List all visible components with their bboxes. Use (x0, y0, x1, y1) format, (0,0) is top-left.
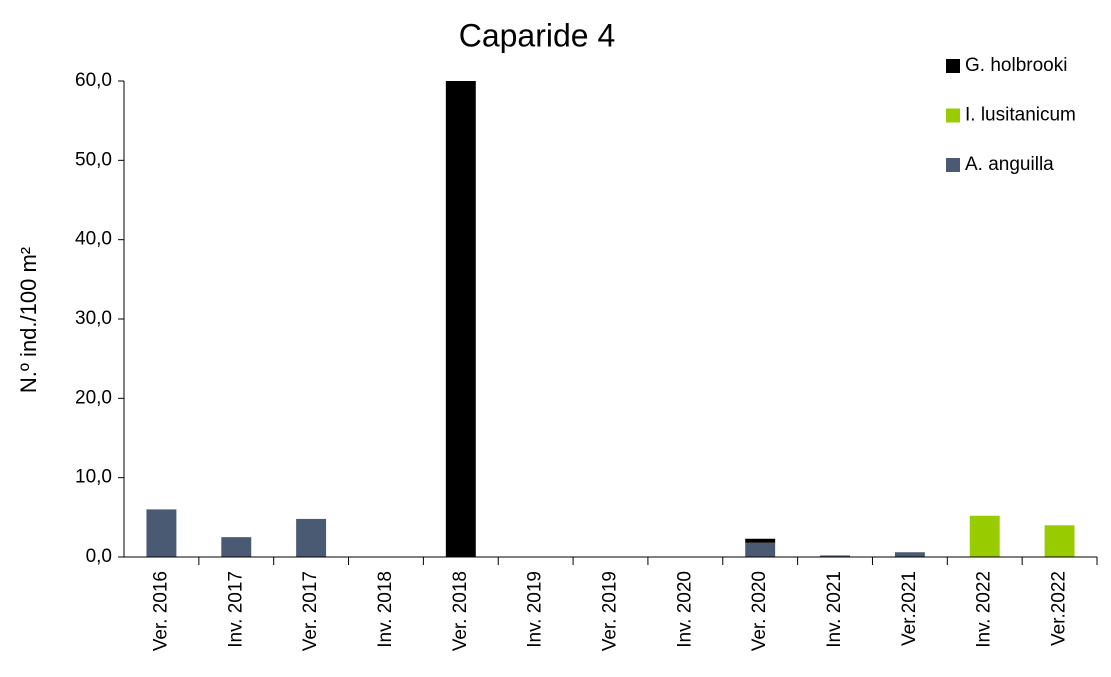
bar (445, 81, 476, 557)
legend-swatch (946, 59, 960, 73)
y-tick-label: 60,0 (75, 70, 112, 91)
bar (1044, 525, 1075, 557)
legend-label: I. lusitanicum (965, 105, 1076, 126)
x-tick-label: Inv. 2022 (974, 571, 995, 648)
y-tick-label: 10,0 (75, 467, 112, 488)
x-tick-label: Inv. 2021 (824, 571, 845, 648)
x-tick-label: Ver. 2019 (600, 571, 621, 651)
bar (296, 518, 327, 557)
x-tick-label: Inv. 2017 (225, 571, 246, 648)
x-tick-label: Ver.2022 (1049, 571, 1070, 646)
x-tick-label: Inv. 2020 (674, 571, 695, 648)
y-tick-label: 20,0 (75, 387, 112, 408)
x-tick-label: Ver.2021 (899, 571, 920, 646)
bar (745, 542, 776, 557)
y-tick-label: 0,0 (86, 546, 112, 567)
bar (894, 552, 925, 557)
bar (221, 537, 252, 557)
x-tick-label: Ver. 2016 (150, 571, 171, 651)
bar (820, 555, 851, 557)
bar (745, 538, 776, 543)
x-tick-label: Ver. 2017 (300, 571, 321, 651)
legend-label: G. holbrooki (965, 55, 1067, 76)
x-tick-label: Ver. 2020 (749, 571, 770, 651)
x-tick-label: Inv. 2019 (525, 571, 546, 648)
y-tick-label: 40,0 (75, 229, 112, 250)
legend-label: A. anguilla (965, 154, 1054, 175)
legend-swatch (946, 108, 960, 123)
x-tick-label: Inv. 2018 (375, 571, 396, 648)
y-tick-label: 50,0 (75, 149, 112, 170)
chart-title: Caparide 4 (459, 17, 616, 53)
bar (969, 515, 1000, 557)
legend-swatch (946, 158, 960, 172)
y-tick-label: 30,0 (75, 308, 112, 329)
y-axis-label: N.º ind./100 m² (16, 247, 41, 393)
x-tick-label: Ver. 2018 (450, 571, 471, 651)
bar (146, 509, 177, 557)
